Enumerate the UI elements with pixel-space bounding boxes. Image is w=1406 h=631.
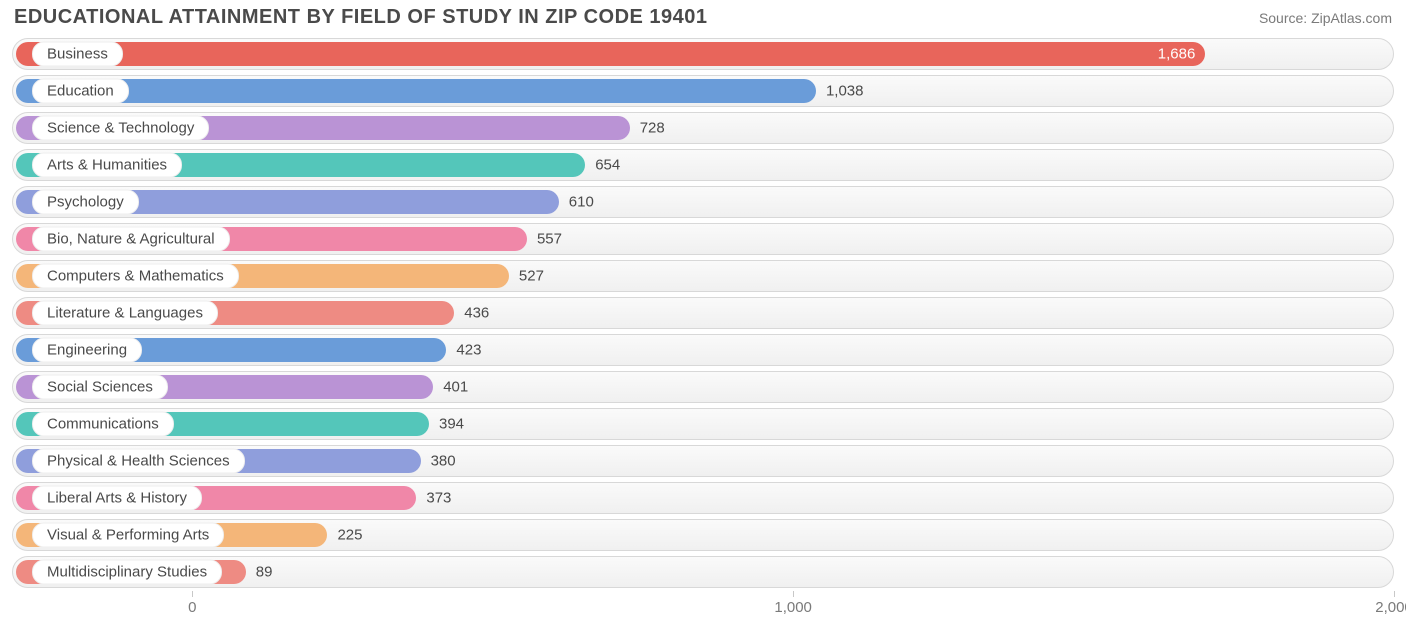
tick-mark bbox=[1394, 591, 1395, 597]
bar-value: 401 bbox=[443, 379, 468, 396]
bar-row: Education 1,038 bbox=[12, 73, 1394, 109]
tick-mark bbox=[192, 591, 193, 597]
bar-label: Science & Technology bbox=[32, 116, 209, 141]
bar-row: Visual & Performing Arts 225 bbox=[12, 517, 1394, 553]
bar-value: 423 bbox=[456, 342, 481, 359]
bar-row: Computers & Mathematics 527 bbox=[12, 258, 1394, 294]
bar-label: Communications bbox=[32, 412, 174, 437]
bar-fill bbox=[16, 79, 816, 103]
bar-label: Literature & Languages bbox=[32, 301, 218, 326]
bar-fill bbox=[16, 42, 1205, 66]
plot-area: Business 1,686 Education 1,038 Science & Tec… bbox=[12, 36, 1394, 595]
tick-label: 0 bbox=[188, 599, 196, 616]
bar-value: 728 bbox=[640, 120, 665, 137]
bar-label: Psychology bbox=[32, 190, 139, 215]
bar-value: 1,038 bbox=[826, 83, 864, 100]
bar-row: Science & Technology 728 bbox=[12, 110, 1394, 146]
bar-value: 557 bbox=[537, 231, 562, 248]
bar-row: Social Sciences 401 bbox=[12, 369, 1394, 405]
bar-value: 380 bbox=[431, 453, 456, 470]
bar-value: 1,686 bbox=[1158, 46, 1196, 63]
x-axis: 01,0002,000 bbox=[12, 595, 1394, 631]
bar-row: Physical & Health Sciences 380 bbox=[12, 443, 1394, 479]
bar-label: Computers & Mathematics bbox=[32, 264, 239, 289]
bar-value: 89 bbox=[256, 564, 273, 581]
chart-title: EDUCATIONAL ATTAINMENT BY FIELD OF STUDY… bbox=[14, 6, 708, 29]
bar-row: Bio, Nature & Agricultural 557 bbox=[12, 221, 1394, 257]
bar-label: Bio, Nature & Agricultural bbox=[32, 227, 230, 252]
bar-label: Arts & Humanities bbox=[32, 153, 182, 178]
bar-row: Arts & Humanities 654 bbox=[12, 147, 1394, 183]
chart-source: Source: ZipAtlas.com bbox=[1259, 10, 1392, 26]
bar-label: Physical & Health Sciences bbox=[32, 449, 245, 474]
bar-row: Multidisciplinary Studies 89 bbox=[12, 554, 1394, 590]
bar-value: 225 bbox=[337, 527, 362, 544]
bar-label: Engineering bbox=[32, 338, 142, 363]
bar-value: 436 bbox=[464, 305, 489, 322]
tick-label: 1,000 bbox=[774, 599, 812, 616]
bar-row: Liberal Arts & History 373 bbox=[12, 480, 1394, 516]
bar-label: Business bbox=[32, 42, 123, 67]
bar-row: Business 1,686 bbox=[12, 36, 1394, 72]
bar-label: Liberal Arts & History bbox=[32, 486, 202, 511]
bar-row: Literature & Languages 436 bbox=[12, 295, 1394, 331]
bar-row: Communications 394 bbox=[12, 406, 1394, 442]
bar-label: Multidisciplinary Studies bbox=[32, 560, 222, 585]
bar-value: 654 bbox=[595, 157, 620, 174]
bar-label: Education bbox=[32, 79, 129, 104]
bar-value: 610 bbox=[569, 194, 594, 211]
tick-label: 2,000 bbox=[1375, 599, 1406, 616]
chart-container: EDUCATIONAL ATTAINMENT BY FIELD OF STUDY… bbox=[0, 0, 1406, 631]
tick-mark bbox=[793, 591, 794, 597]
bar-value: 527 bbox=[519, 268, 544, 285]
bar-row: Psychology 610 bbox=[12, 184, 1394, 220]
bar-label: Visual & Performing Arts bbox=[32, 523, 224, 548]
bar-value: 373 bbox=[426, 490, 451, 507]
bar-label: Social Sciences bbox=[32, 375, 168, 400]
bar-row: Engineering 423 bbox=[12, 332, 1394, 368]
bar-value: 394 bbox=[439, 416, 464, 433]
